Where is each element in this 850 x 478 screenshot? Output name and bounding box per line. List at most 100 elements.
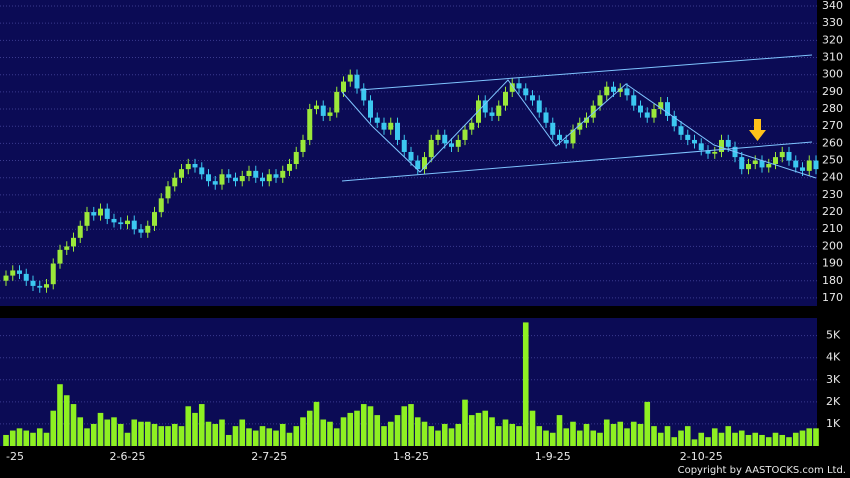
candle-body: [482, 100, 488, 113]
candle-body: [118, 222, 124, 225]
candle-body: [172, 177, 178, 187]
volume-bar: [651, 426, 657, 446]
candle-body: [584, 117, 589, 123]
candle-body: [496, 105, 502, 116]
candle-body: [563, 139, 569, 144]
volume-bar: [529, 410, 536, 446]
trend-zigzag: [341, 79, 817, 179]
volume-bar: [185, 406, 192, 446]
channel-bottom: [341, 141, 813, 182]
candle-body: [408, 151, 414, 161]
candle-body: [64, 246, 70, 250]
volume-bar: [131, 419, 138, 446]
y-tick-label: 3K: [826, 373, 841, 386]
candle-body: [266, 174, 272, 182]
candle-body: [766, 163, 772, 168]
candle-body: [570, 129, 576, 144]
volume-bar: [347, 412, 354, 446]
candle-body: [624, 88, 630, 96]
candle-body: [37, 285, 43, 288]
candle-body: [23, 273, 29, 281]
volume-bar: [381, 426, 387, 446]
candle-body: [212, 181, 218, 185]
volume-bar: [691, 439, 698, 446]
candle-body: [233, 177, 238, 182]
volume-bar: [408, 404, 414, 446]
volume-bar: [684, 426, 691, 446]
candle-body: [800, 167, 805, 171]
y-tick-label: 210: [822, 222, 843, 235]
candle-body: [125, 220, 130, 225]
candle-body: [752, 160, 758, 164]
candle-body: [104, 208, 110, 219]
candle-body: [631, 95, 637, 106]
candle-body: [388, 122, 394, 130]
candle-body: [604, 86, 610, 96]
candle-body: [665, 102, 670, 116]
candle-body: [469, 122, 475, 130]
volume-bar: [57, 384, 63, 446]
candle-body: [138, 229, 144, 233]
y-tick-label: 340: [822, 0, 843, 12]
signal-arrow: [749, 119, 766, 141]
candle-body: [50, 263, 56, 285]
volume-bar: [495, 426, 502, 446]
candle-body: [786, 151, 792, 161]
candle-body: [476, 100, 481, 123]
candle-body: [543, 112, 549, 123]
volume-bar: [286, 432, 293, 446]
candle-body: [17, 270, 22, 274]
volume-bar: [138, 421, 144, 446]
volume-bar: [597, 432, 603, 446]
candle-body: [442, 134, 448, 144]
volume-bar: [151, 423, 158, 446]
candle-body: [320, 105, 326, 116]
candle-body: [415, 160, 421, 170]
volume-bar: [435, 430, 441, 446]
x-tick-label: 2-6-25: [110, 450, 146, 463]
candle-body: [698, 143, 704, 151]
candle-body: [401, 139, 407, 152]
candle-body: [287, 163, 292, 171]
candle-body: [77, 225, 83, 238]
candle-body: [793, 160, 799, 168]
volume-bar: [779, 434, 786, 446]
volume-bar: [273, 430, 279, 446]
y-tick-label: 1K: [826, 417, 841, 430]
volume-bar: [725, 426, 732, 446]
candle-body: [91, 212, 97, 216]
volume-bar: [624, 428, 630, 446]
candle-body: [341, 81, 346, 92]
candle-body: [98, 208, 103, 216]
volume-bar: [9, 430, 16, 446]
volume-bar: [84, 428, 90, 446]
volume-bar: [16, 428, 23, 446]
candle-body: [536, 100, 542, 113]
candle-body: [557, 134, 562, 140]
volume-bar: [765, 437, 772, 446]
y-tick-label: 260: [822, 136, 843, 149]
candle-body: [374, 117, 380, 123]
volume-bar: [340, 417, 347, 446]
volume-bar: [421, 421, 428, 446]
candle-body: [354, 74, 360, 89]
volume-bar: [97, 412, 104, 446]
volume-bar: [192, 412, 198, 446]
volume-bar: [354, 410, 360, 446]
candle-body: [57, 249, 63, 264]
volume-bar: [111, 417, 117, 446]
candle-body: [779, 151, 785, 158]
candle-body: [395, 122, 400, 140]
volume-bar: [320, 419, 327, 446]
volume-bar: [367, 406, 374, 446]
y-tick-label: 280: [822, 102, 843, 115]
candle-body: [246, 170, 252, 177]
candle-body: [685, 134, 691, 140]
candle-body: [658, 102, 664, 110]
volume-bar: [806, 428, 813, 446]
y-tick-label: 330: [822, 16, 843, 29]
volume-bar: [246, 428, 252, 446]
volume-bar: [225, 434, 232, 446]
volume-bar: [570, 421, 576, 446]
grid: [0, 5, 817, 425]
